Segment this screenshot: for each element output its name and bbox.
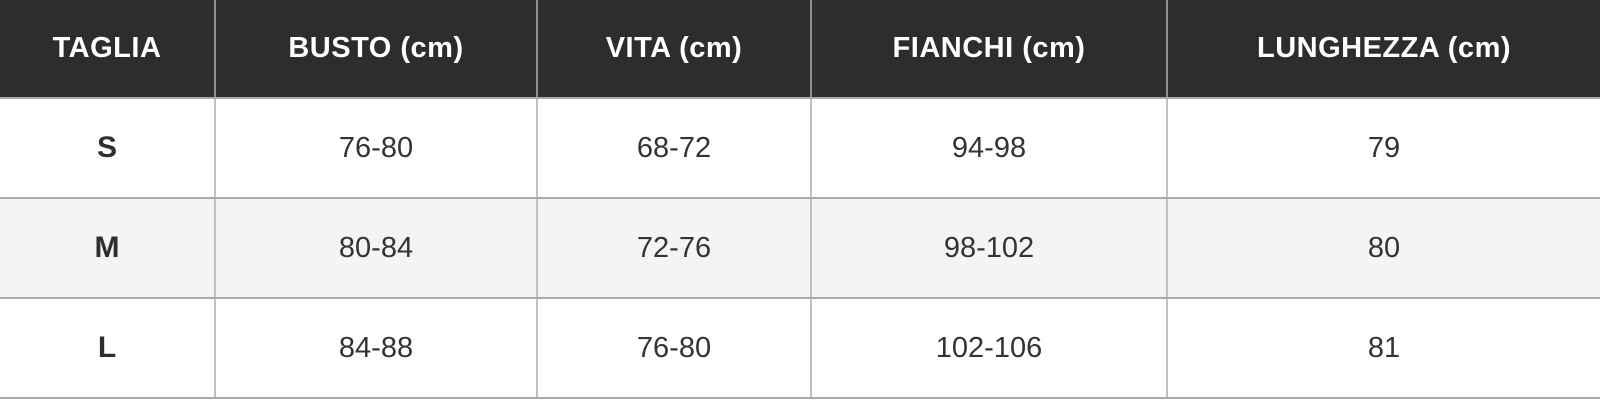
table-cell-fianchi: 94-98 — [811, 98, 1168, 199]
table-cell-busto: 76-80 — [215, 98, 538, 199]
table-cell-busto: 80-84 — [215, 198, 538, 299]
column-header-busto: BUSTO (cm) — [215, 0, 538, 99]
table-row-s: S 76-80 68-72 94-98 79 — [0, 98, 1600, 199]
table-row-l: L 84-88 76-80 102-106 81 — [0, 298, 1600, 399]
table-cell-lunghezza: 81 — [1167, 298, 1600, 399]
table-cell-fianchi: 98-102 — [811, 198, 1168, 299]
size-label: M — [0, 198, 216, 299]
table-cell-vita: 76-80 — [537, 298, 812, 399]
size-label: L — [0, 298, 216, 399]
table-cell-vita: 68-72 — [537, 98, 812, 199]
table-cell-busto: 84-88 — [215, 298, 538, 399]
column-header-lunghezza: LUNGHEZZA (cm) — [1167, 0, 1600, 99]
size-label: S — [0, 98, 216, 199]
table-cell-fianchi: 102-106 — [811, 298, 1168, 399]
table-cell-lunghezza: 79 — [1167, 98, 1600, 199]
header-row: TAGLIA BUSTO (cm) VITA (cm) FIANCHI (cm)… — [0, 0, 1600, 99]
table-row-m: M 80-84 72-76 98-102 80 — [0, 198, 1600, 299]
table-cell-lunghezza: 80 — [1167, 198, 1600, 299]
table-header: TAGLIA BUSTO (cm) VITA (cm) FIANCHI (cm)… — [0, 0, 1600, 99]
table-cell-vita: 72-76 — [537, 198, 812, 299]
table-body: S 76-80 68-72 94-98 79 M 80-84 72-76 98-… — [0, 98, 1600, 399]
column-header-taglia: TAGLIA — [0, 0, 216, 99]
column-header-fianchi: FIANCHI (cm) — [811, 0, 1168, 99]
column-header-vita: VITA (cm) — [537, 0, 812, 99]
